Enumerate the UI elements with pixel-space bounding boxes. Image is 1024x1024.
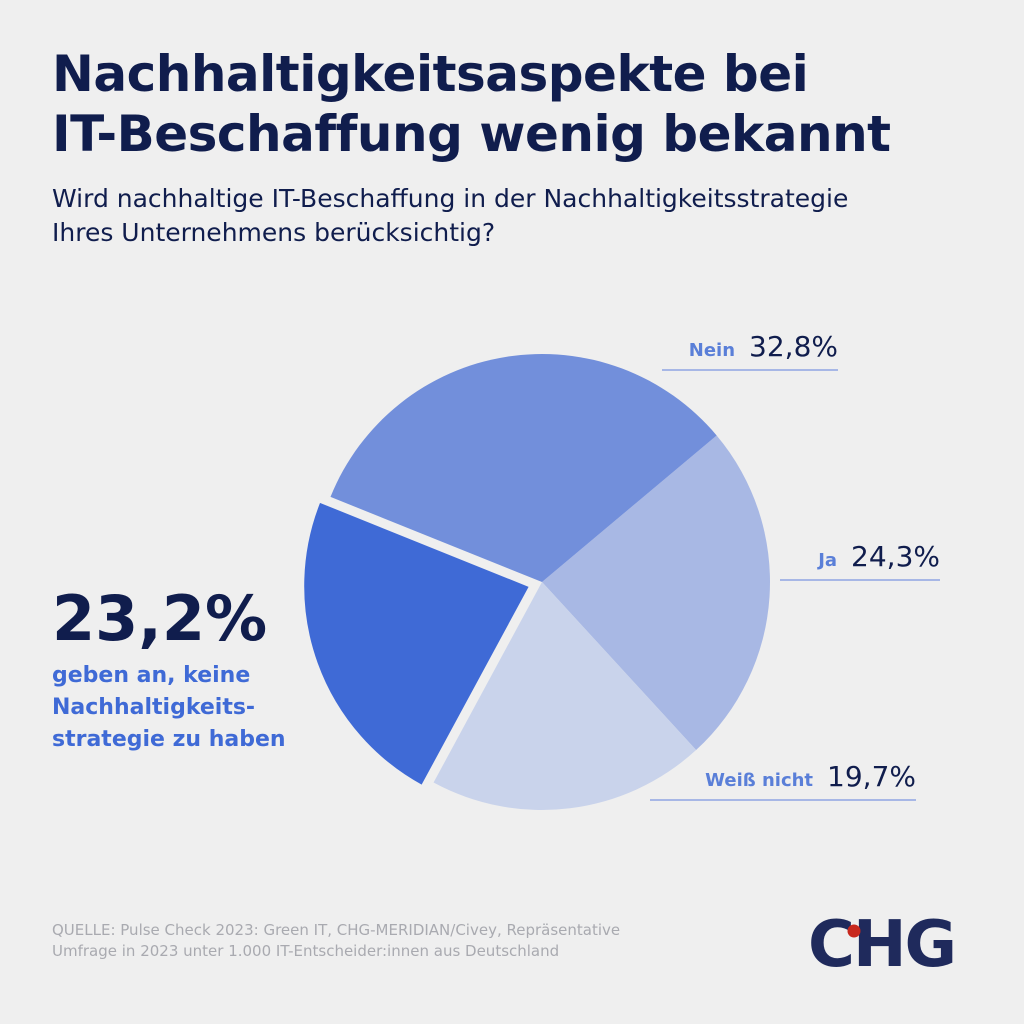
pie-slice-weiß-nicht [433, 582, 697, 811]
source-line: QUELLE: Pulse Check 2023: Green IT, CHG-… [52, 921, 621, 939]
callout-line: Nachhaltigkeits- [52, 695, 256, 720]
subtitle-line: Wird nachhaltige IT-Beschaffung in der N… [52, 184, 849, 213]
label-nein: Nein 32,8% [662, 330, 838, 371]
slice-value: 32,8% [749, 330, 838, 363]
source-line: Umfrage in 2023 unter 1.000 IT-Entscheid… [52, 942, 560, 960]
logo-dot [847, 924, 861, 938]
slice-label: Weiß nicht [705, 770, 814, 791]
slice-value: 19,7% [827, 760, 916, 793]
label-ja: Ja 24,3% [780, 540, 940, 581]
callout-line: geben an, keine [52, 663, 251, 688]
source-note: QUELLE: Pulse Check 2023: Green IT, CHG-… [52, 920, 672, 962]
pie-slice-ja [542, 435, 771, 751]
title-line: Nachhaltigkeitsaspekte bei [52, 45, 809, 103]
callout-line: strategie zu haben [52, 727, 286, 752]
slice-label: Ja [818, 550, 838, 571]
callout-value: 23,2% [52, 582, 268, 655]
slice-value: 24,3% [851, 540, 940, 573]
chart-subtitle: Wird nachhaltige IT-Beschaffung in der N… [52, 182, 992, 250]
title-line: IT-Beschaffung wenig bekannt [52, 105, 891, 163]
logo-text: CHG [808, 908, 955, 978]
chart-title: Nachhaltigkeitsaspekte bei IT-Beschaffun… [52, 44, 891, 164]
callout-text: geben an, keine Nachhaltigkeits- strateg… [52, 660, 312, 756]
pie-slice-keine-strategie [301, 499, 533, 789]
label-weiss-nicht: Weiß nicht 19,7% [650, 760, 916, 801]
chg-logo: CHG [808, 908, 957, 978]
pie-slice-nein [330, 353, 717, 582]
subtitle-line: Ihres Unternehmens berücksichtig? [52, 218, 496, 247]
slice-label: Nein [688, 340, 736, 361]
